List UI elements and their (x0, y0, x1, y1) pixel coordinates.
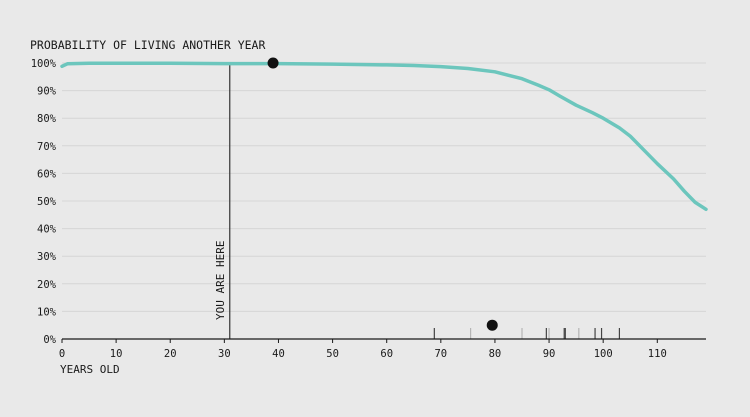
chart-title: PROBABILITY OF LIVING ANOTHER YEAR (30, 38, 265, 52)
y-tick-label: 70% (37, 141, 57, 153)
y-tick-label: 20% (37, 279, 57, 291)
x-tick-label: 10 (110, 348, 123, 360)
y-tick-label: 40% (37, 224, 57, 236)
x-tick-label: 40 (272, 348, 285, 360)
marker-dot (267, 57, 279, 69)
y-tick-label: 60% (37, 168, 57, 180)
you-are-here-label: YOU ARE HERE (214, 241, 227, 320)
y-tick-label: 50% (37, 196, 57, 208)
x-tick-label: 100 (594, 348, 613, 360)
marker-points (267, 57, 498, 331)
x-tick-label: 0 (59, 348, 65, 360)
marker-dot (486, 319, 498, 331)
x-tick-label: 20 (164, 348, 177, 360)
y-tick-label: 100% (31, 58, 57, 70)
y-tick-labels: 0% 10% 20% 30% 40% 50% 60% 70% 80% 90% 100% (31, 58, 57, 346)
x-tick-label: 60 (380, 348, 393, 360)
x-tick-label: 90 (543, 348, 556, 360)
x-axis-label: YEARS OLD (60, 363, 120, 376)
y-tick-label: 10% (37, 306, 57, 318)
x-tick-label: 80 (489, 348, 502, 360)
survival-line (60, 61, 708, 212)
y-tick-label: 30% (37, 251, 57, 263)
y-tick-label: 80% (37, 113, 57, 125)
you-are-here-marker: YOU ARE HERE (214, 63, 231, 339)
x-tick-label: 30 (218, 348, 231, 360)
x-tick-labels: 0 10 20 30 40 50 60 70 80 90 100 110 (59, 339, 667, 360)
rug-ticks (433, 328, 621, 339)
x-tick-label: 50 (326, 348, 339, 360)
y-tick-label: 0% (43, 334, 56, 346)
x-tick-label: 110 (648, 348, 667, 360)
y-tick-label: 90% (37, 86, 57, 98)
series-lines (60, 61, 708, 212)
grid-lines (62, 62, 706, 312)
x-tick-label: 70 (434, 348, 447, 360)
